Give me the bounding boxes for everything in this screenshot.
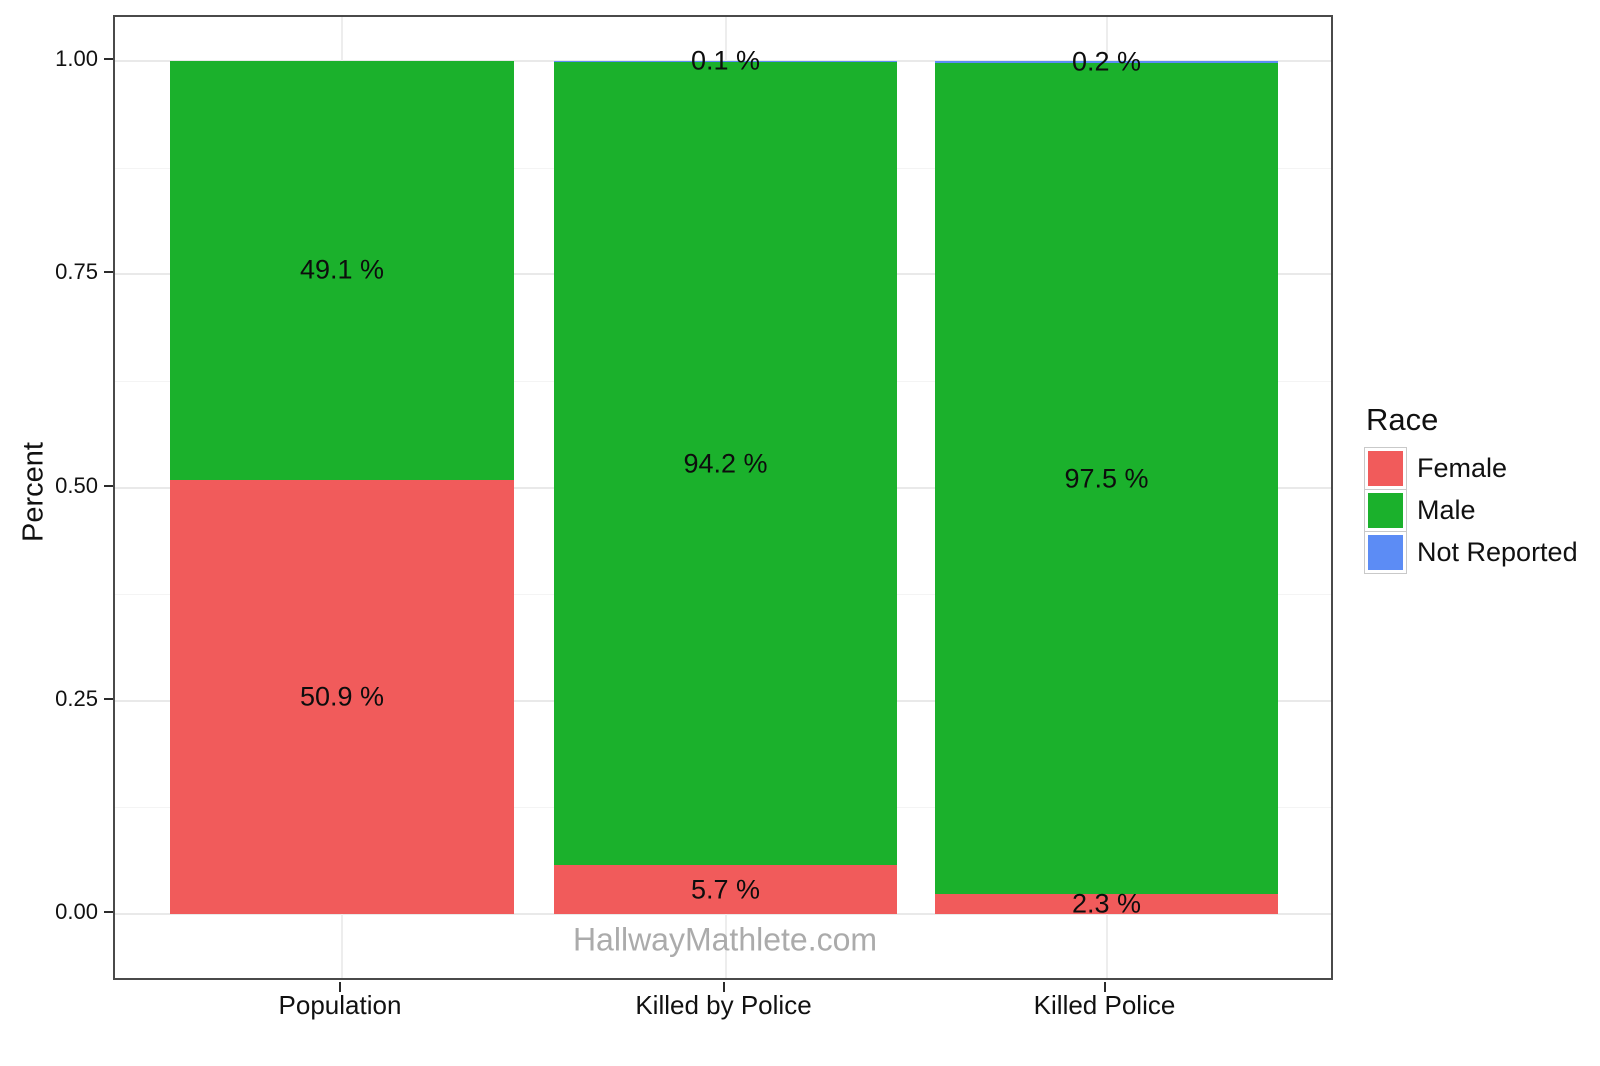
legend-item: Female <box>1364 447 1578 490</box>
bar-label: 0.2 % <box>1071 46 1142 77</box>
bar-segment <box>170 479 514 914</box>
legend-key <box>1364 531 1407 574</box>
bar-label: 0.1 % <box>690 45 761 76</box>
bar-label: 97.5 % <box>1064 463 1149 494</box>
x-tick-mark <box>339 982 341 992</box>
bar-segment <box>935 62 1278 895</box>
legend-title: Race <box>1366 402 1439 437</box>
x-tick-mark <box>722 982 725 992</box>
bar-segment <box>554 865 897 914</box>
legend-items: Female Male Not Reported <box>1364 447 1578 574</box>
y-tick-label: 0.50 <box>55 472 98 498</box>
bar-label: 94.2 % <box>683 448 768 479</box>
bar-segment <box>554 61 897 62</box>
y-tick-label: 0.00 <box>55 899 98 924</box>
y-tick-mark <box>104 697 113 700</box>
bar-segment <box>935 894 1278 914</box>
bar-segment <box>170 61 514 480</box>
bar-label: 2.3 % <box>1071 888 1142 919</box>
plot-panel: 50.9 % 49.1 % 5.7 % 94.2 % 0.1 % 2.3 % 97.5 % 0… <box>113 15 1333 980</box>
x-tick-label: Killed Police <box>1033 990 1176 1020</box>
legend-key <box>1364 489 1407 532</box>
legend-item-label: Male <box>1417 495 1476 525</box>
x-tick-label: Population <box>278 990 402 1020</box>
bar-segment <box>935 61 1278 63</box>
y-tick-label: 0.25 <box>55 685 98 711</box>
watermark-text: HallwayMathlete.com <box>572 921 878 958</box>
legend-key <box>1364 447 1407 490</box>
gridline-major-h <box>115 913 1331 915</box>
bar-label: 50.9 % <box>299 681 385 712</box>
y-tick-mark <box>104 911 113 913</box>
bar-label: 5.7 % <box>690 874 761 905</box>
y-tick-mark <box>104 484 113 487</box>
legend-item-label: Female <box>1417 453 1508 483</box>
y-tick-mark <box>104 271 113 274</box>
bar-label: 49.1 % <box>299 254 385 285</box>
legend-item: Male <box>1364 489 1578 532</box>
bar-segment <box>554 61 897 866</box>
legend-item: Not Reported <box>1364 531 1578 574</box>
legend-item-label: Not Reported <box>1417 537 1578 567</box>
y-tick-label: 0.75 <box>55 259 98 285</box>
y-tick-mark <box>104 58 113 60</box>
legend-key-color <box>1368 535 1403 570</box>
x-tick-label: Killed by Police <box>635 990 812 1020</box>
y-tick-label: 1.00 <box>55 46 98 71</box>
legend-key-color <box>1368 493 1403 528</box>
x-tick-mark <box>1103 982 1106 992</box>
legend-key-color <box>1368 451 1403 486</box>
legend: Race Female Male Not Reported <box>1364 402 1578 574</box>
